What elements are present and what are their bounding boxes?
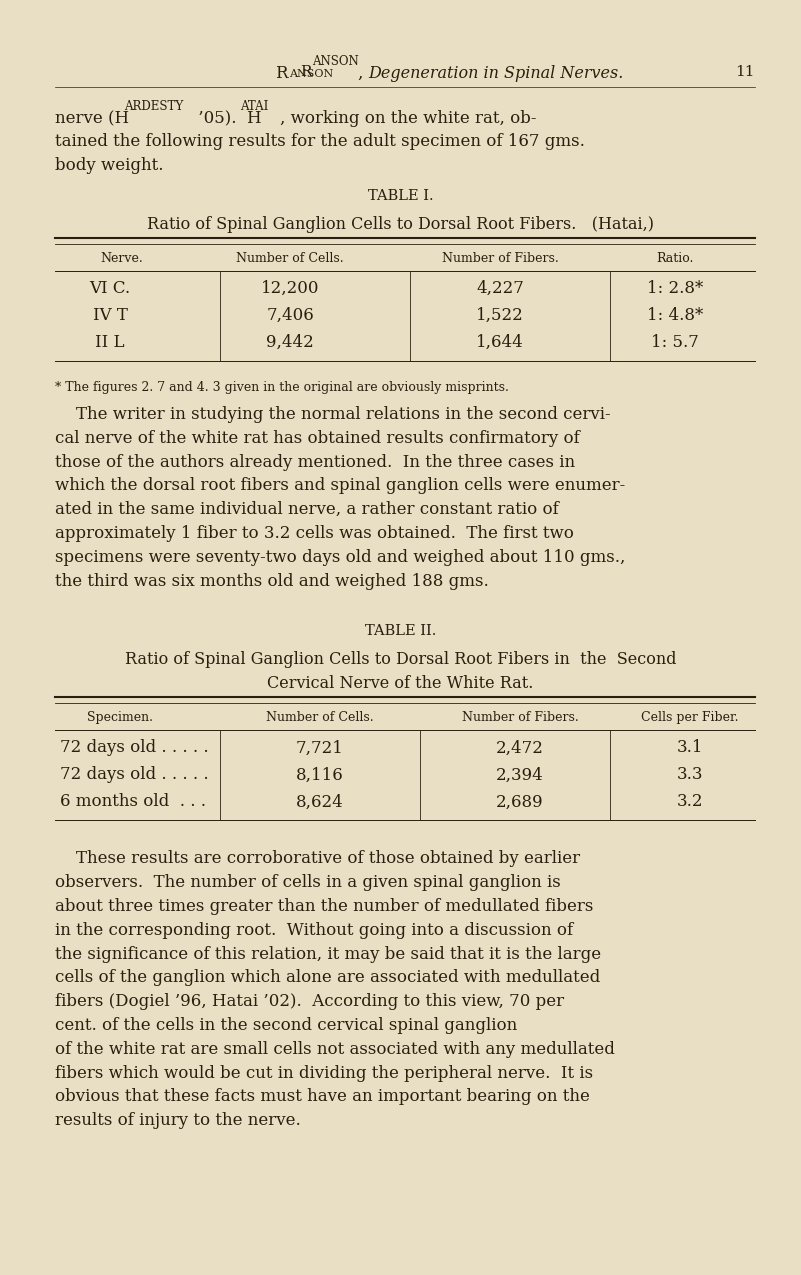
Text: 3.2: 3.2 xyxy=(677,793,703,811)
Text: Cervical Nerve of the White Rat.: Cervical Nerve of the White Rat. xyxy=(268,676,533,692)
Text: Number of Cells.: Number of Cells. xyxy=(266,711,374,724)
Text: specimens were seventy-two days old and weighed about 110 gms.,: specimens were seventy-two days old and … xyxy=(55,548,626,566)
Text: II L: II L xyxy=(95,334,125,351)
Text: ,: , xyxy=(358,65,368,82)
Text: 7,721: 7,721 xyxy=(296,740,344,756)
Text: Ratio of Spinal Ganglion Cells to Dorsal Root Fibers in  the  Second: Ratio of Spinal Ganglion Cells to Dorsal… xyxy=(125,652,676,668)
Text: Nerve.: Nerve. xyxy=(100,252,143,265)
Text: 4,227: 4,227 xyxy=(476,280,524,297)
Text: 8,116: 8,116 xyxy=(296,766,344,783)
Text: 9,442: 9,442 xyxy=(266,334,314,351)
Text: in the corresponding root.  Without going into a discussion of: in the corresponding root. Without going… xyxy=(55,922,574,938)
Text: nerve (H: nerve (H xyxy=(55,110,129,128)
Text: ’05).  H: ’05). H xyxy=(193,110,262,128)
Text: VI C.: VI C. xyxy=(90,280,131,297)
Text: fibers which would be cut in dividing the peripheral nerve.  It is: fibers which would be cut in dividing th… xyxy=(55,1065,593,1081)
Text: which the dorsal root fibers and spinal ganglion cells were enumer-: which the dorsal root fibers and spinal … xyxy=(55,477,626,495)
Text: ated in the same individual nerve, a rather constant ratio of: ated in the same individual nerve, a rat… xyxy=(55,501,559,518)
Text: 8,624: 8,624 xyxy=(296,793,344,811)
Text: Ratio.: Ratio. xyxy=(656,252,694,265)
Text: 2,472: 2,472 xyxy=(496,740,544,756)
Text: , working on the white rat, ob-: , working on the white rat, ob- xyxy=(280,110,537,128)
Text: ANSON: ANSON xyxy=(312,55,359,68)
Text: 6 months old  . . .: 6 months old . . . xyxy=(60,793,206,811)
Text: body weight.: body weight. xyxy=(55,157,163,173)
Text: ANSON: ANSON xyxy=(289,69,333,79)
Text: those of the authors already mentioned.  In the three cases in: those of the authors already mentioned. … xyxy=(55,454,575,470)
Text: 2,394: 2,394 xyxy=(496,766,544,783)
Text: about three times greater than the number of medullated fibers: about three times greater than the numbe… xyxy=(55,898,594,915)
Text: 72 days old . . . . .: 72 days old . . . . . xyxy=(60,766,208,783)
Text: TABLE I.: TABLE I. xyxy=(368,189,433,203)
Text: Number of Cells.: Number of Cells. xyxy=(236,252,344,265)
Text: 1,522: 1,522 xyxy=(476,307,524,324)
Text: 3.1: 3.1 xyxy=(677,740,703,756)
Text: the third was six months old and weighed 188 gms.: the third was six months old and weighed… xyxy=(55,572,489,589)
Text: results of injury to the nerve.: results of injury to the nerve. xyxy=(55,1112,300,1130)
Text: approximately 1 fiber to 3.2 cells was obtained.  The first two: approximately 1 fiber to 3.2 cells was o… xyxy=(55,525,574,542)
Text: cal nerve of the white rat has obtained results confirmatory of: cal nerve of the white rat has obtained … xyxy=(55,430,580,446)
Text: * The figures 2. 7 and 4. 3 given in the original are obviously misprints.: * The figures 2. 7 and 4. 3 given in the… xyxy=(55,381,509,394)
Text: Cells per Fiber.: Cells per Fiber. xyxy=(642,711,739,724)
Text: The writer in studying the normal relations in the second cervi-: The writer in studying the normal relati… xyxy=(55,405,610,423)
Text: 1,644: 1,644 xyxy=(476,334,524,351)
Text: fibers (Dogiel ’96, Hatai ’02).  According to this view, 70 per: fibers (Dogiel ’96, Hatai ’02). Accordin… xyxy=(55,993,564,1010)
Text: 1: 5.7: 1: 5.7 xyxy=(651,334,699,351)
Text: 7,406: 7,406 xyxy=(266,307,314,324)
Text: Number of Fibers.: Number of Fibers. xyxy=(441,252,558,265)
Text: tained the following results for the adult specimen of 167 gms.: tained the following results for the adu… xyxy=(55,134,585,150)
Text: TABLE II.: TABLE II. xyxy=(364,625,437,639)
Text: the significance of this relation, it may be said that it is the large: the significance of this relation, it ma… xyxy=(55,946,601,963)
Text: 11: 11 xyxy=(735,65,755,79)
Text: observers.  The number of cells in a given spinal ganglion is: observers. The number of cells in a give… xyxy=(55,875,561,891)
Text: 72 days old . . . . .: 72 days old . . . . . xyxy=(60,740,208,756)
Text: Degeneration in Spinal Nerves.: Degeneration in Spinal Nerves. xyxy=(368,65,623,82)
Text: R: R xyxy=(300,65,312,79)
Text: 1: 2.8*: 1: 2.8* xyxy=(647,280,703,297)
Text: These results are corroborative of those obtained by earlier: These results are corroborative of those… xyxy=(55,850,580,867)
Text: cent. of the cells in the second cervical spinal ganglion: cent. of the cells in the second cervica… xyxy=(55,1017,517,1034)
Text: ATAI: ATAI xyxy=(240,99,268,113)
Text: Ratio of Spinal Ganglion Cells to Dorsal Root Fibers.   (Hatai,): Ratio of Spinal Ganglion Cells to Dorsal… xyxy=(147,215,654,233)
Text: R: R xyxy=(275,65,288,82)
Text: 2,689: 2,689 xyxy=(496,793,544,811)
Text: ARDESTY: ARDESTY xyxy=(124,99,183,113)
Text: obvious that these facts must have an important bearing on the: obvious that these facts must have an im… xyxy=(55,1089,590,1105)
Text: IV T: IV T xyxy=(93,307,127,324)
Text: 1: 4.8*: 1: 4.8* xyxy=(647,307,703,324)
Text: Number of Fibers.: Number of Fibers. xyxy=(461,711,578,724)
Text: of the white rat are small cells not associated with any medullated: of the white rat are small cells not ass… xyxy=(55,1040,615,1058)
Text: cells of the ganglion which alone are associated with medullated: cells of the ganglion which alone are as… xyxy=(55,969,600,987)
Text: 12,200: 12,200 xyxy=(261,280,320,297)
Text: 3.3: 3.3 xyxy=(677,766,703,783)
Text: Specimen.: Specimen. xyxy=(87,711,153,724)
